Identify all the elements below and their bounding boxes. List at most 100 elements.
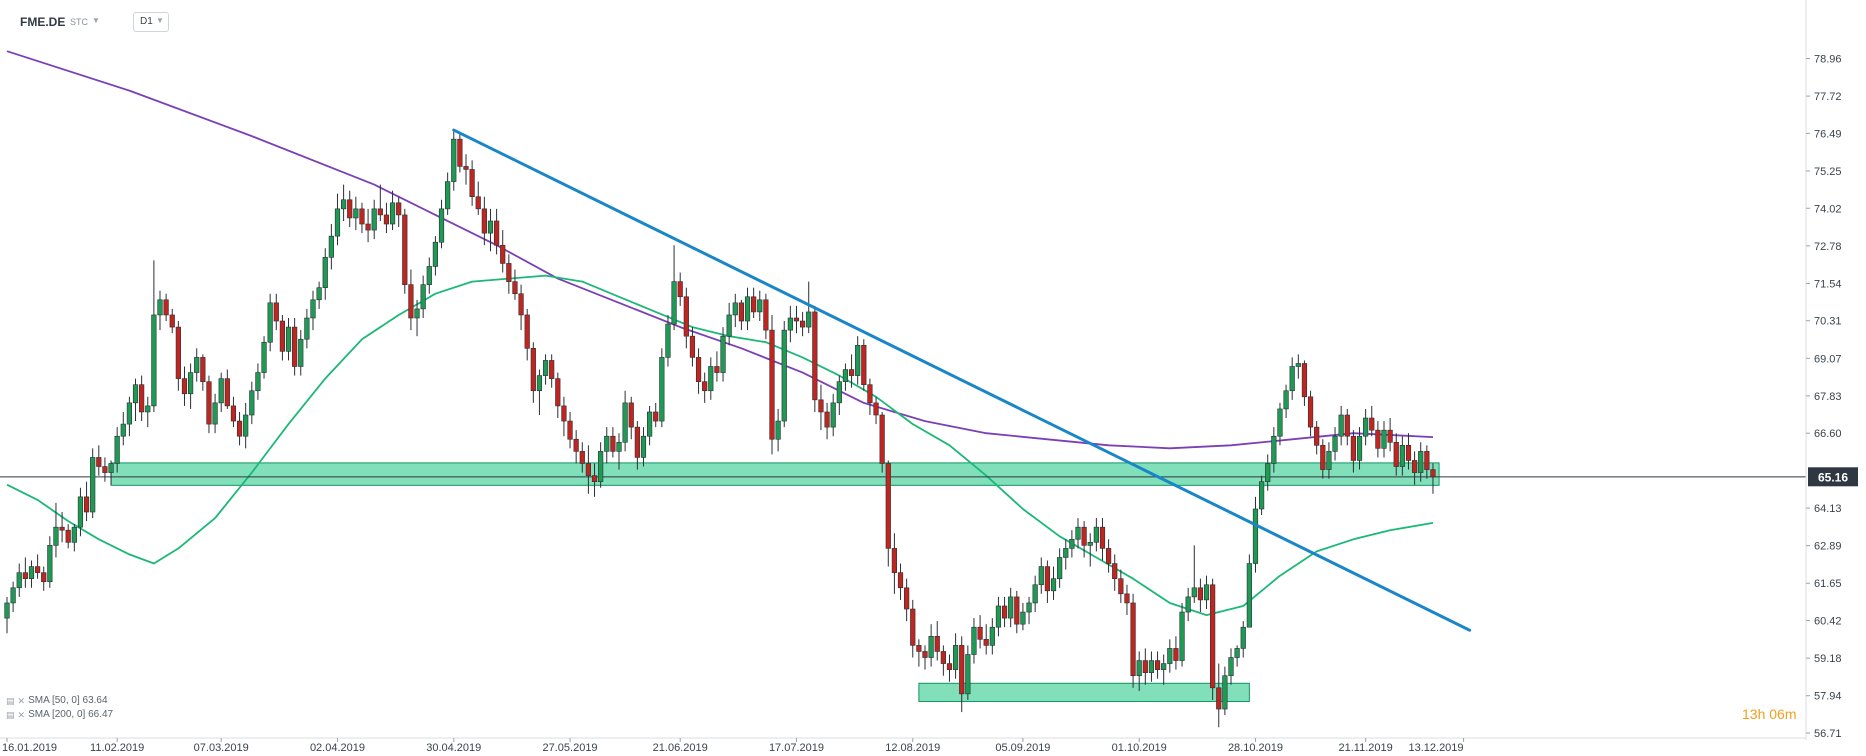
price-axis[interactable]: 78.96 77.72 76.49 75.25 74.02 72.78 71.54 70.31… bbox=[1805, 0, 1842, 740]
candle-body bbox=[1381, 429, 1387, 449]
candle-body bbox=[383, 214, 390, 225]
candle bbox=[995, 596, 1002, 637]
candle bbox=[432, 236, 439, 276]
candle bbox=[102, 457, 108, 482]
candle bbox=[567, 411, 573, 449]
candle-body bbox=[702, 381, 708, 392]
candle-body bbox=[218, 378, 224, 404]
candle bbox=[328, 224, 334, 270]
candle bbox=[469, 160, 475, 206]
candle bbox=[561, 396, 567, 437]
candle-body bbox=[1412, 460, 1418, 473]
candle bbox=[224, 369, 230, 409]
candle bbox=[885, 460, 891, 567]
candle bbox=[1295, 354, 1301, 379]
candle bbox=[1307, 390, 1314, 437]
candle bbox=[1265, 454, 1271, 491]
candle-body bbox=[524, 314, 530, 349]
candle-body bbox=[481, 208, 487, 234]
candle-body bbox=[1252, 508, 1259, 564]
candle bbox=[1020, 602, 1026, 631]
date-tick-label: 21.11.2019 bbox=[1339, 742, 1393, 754]
candle-body bbox=[787, 317, 793, 331]
eye-icon[interactable]: ▤ bbox=[6, 696, 15, 706]
candle-body bbox=[1154, 660, 1161, 670]
price-tick-label: 76.49 bbox=[1814, 128, 1842, 140]
source-chevron-down-icon[interactable]: ▼ bbox=[92, 16, 100, 25]
candle bbox=[22, 557, 28, 588]
candle-body bbox=[965, 654, 971, 695]
candle bbox=[720, 327, 726, 382]
candle-body bbox=[1112, 563, 1118, 579]
trendline[interactable] bbox=[452, 128, 1472, 632]
candle-body bbox=[157, 299, 163, 316]
candle-body bbox=[879, 414, 885, 464]
price-tick-label: 77.72 bbox=[1814, 91, 1842, 103]
candle-body bbox=[1063, 548, 1069, 558]
candle-body bbox=[1418, 451, 1424, 473]
candle bbox=[59, 512, 65, 543]
candle bbox=[420, 275, 426, 318]
timeframe-select[interactable]: D1 ▼ bbox=[133, 12, 169, 32]
candle bbox=[1075, 518, 1081, 549]
candle-body bbox=[634, 426, 640, 458]
candle-body bbox=[873, 402, 879, 416]
candle-body bbox=[304, 317, 310, 340]
candle-body bbox=[1118, 578, 1124, 595]
time-axis[interactable]: 16.01.2019 11.02.2019 07.03.2019 02.04.2019… bbox=[0, 737, 1806, 754]
candle bbox=[1118, 569, 1124, 603]
candle-body bbox=[1142, 660, 1148, 673]
candle bbox=[451, 130, 457, 191]
candle bbox=[1001, 596, 1008, 628]
candle-body bbox=[867, 384, 873, 404]
candle-body bbox=[1185, 596, 1191, 613]
candle bbox=[891, 533, 897, 594]
candle-body bbox=[230, 405, 237, 422]
candle bbox=[408, 269, 414, 331]
candle-body bbox=[22, 572, 28, 579]
candle-body bbox=[1393, 441, 1399, 467]
candle bbox=[842, 363, 849, 391]
date-tick-label: 21.06.2019 bbox=[653, 742, 708, 754]
support-zone-2 bbox=[918, 682, 1250, 702]
candle bbox=[1326, 442, 1332, 479]
candle bbox=[695, 348, 702, 394]
candle bbox=[194, 348, 200, 382]
legend-sma200[interactable]: ▤ ✕ SMA [200, 0] 66.47 bbox=[6, 708, 113, 722]
candle bbox=[1301, 360, 1308, 406]
candle-body bbox=[555, 378, 561, 407]
candle-body bbox=[1020, 611, 1026, 625]
candle bbox=[812, 305, 818, 412]
candle bbox=[65, 524, 71, 549]
candle-body bbox=[1314, 426, 1320, 446]
candle-body bbox=[102, 466, 108, 473]
candle bbox=[1430, 463, 1436, 494]
date-tick-label: 16.01.2019 bbox=[2, 742, 57, 754]
candle bbox=[573, 430, 579, 464]
candle bbox=[818, 384, 824, 431]
candle-body bbox=[316, 287, 322, 301]
candle bbox=[1210, 578, 1216, 700]
symbol-label[interactable]: FME.DE bbox=[20, 15, 66, 29]
close-icon[interactable]: ✕ bbox=[17, 696, 26, 706]
date-tick-label: 05.09.2019 bbox=[995, 742, 1050, 754]
candle-body bbox=[132, 384, 139, 404]
candle-body bbox=[353, 208, 359, 219]
candle-body bbox=[1087, 542, 1093, 546]
candle-body bbox=[1344, 414, 1350, 437]
legend-sma50[interactable]: ▤ ✕ SMA [50, 0] 63.64 bbox=[6, 694, 113, 708]
close-icon[interactable]: ✕ bbox=[17, 710, 26, 720]
candle-body bbox=[1197, 587, 1203, 601]
candle bbox=[1142, 648, 1148, 685]
candle-body bbox=[469, 169, 475, 198]
candle-body bbox=[689, 335, 696, 358]
eye-icon[interactable]: ▤ bbox=[6, 710, 15, 720]
candle bbox=[585, 445, 591, 494]
source-label[interactable]: STC bbox=[70, 17, 88, 27]
price-tick-label: 75.25 bbox=[1814, 166, 1842, 178]
candle bbox=[579, 442, 585, 473]
candle-body bbox=[34, 566, 41, 573]
candle-body bbox=[194, 357, 200, 373]
candle-body bbox=[402, 214, 408, 285]
